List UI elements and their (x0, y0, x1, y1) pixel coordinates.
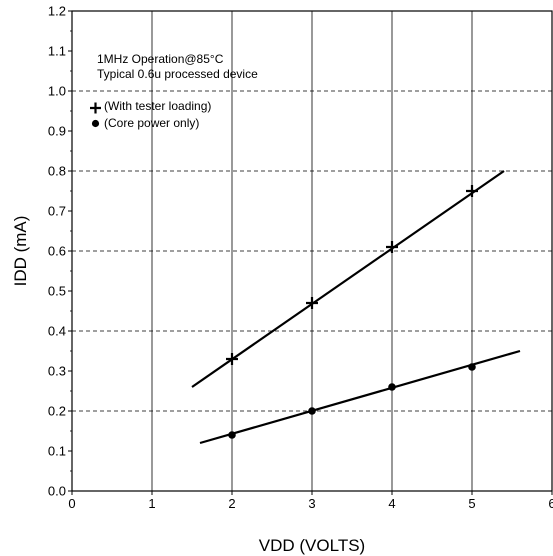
y-tick-label: 0.8 (48, 164, 66, 179)
dot-marker-point (228, 431, 236, 439)
x-tick-label: 4 (388, 496, 395, 511)
fit-line-series-1 (199, 349, 521, 445)
y-tick-label: 1.1 (48, 44, 66, 59)
y-axis-ticks: 0.0 0.1 0.2 0.3 0.4 0.5 0.6 0.7 0.8 0.9 1.0 1.1 1.2 (48, 4, 72, 499)
plus-marker-point (226, 353, 238, 365)
y-tick-label: 0.2 (48, 404, 66, 419)
dot-marker-point (468, 363, 476, 371)
data-markers (226, 185, 478, 439)
plus-marker-point (306, 297, 318, 309)
y-tick-label: 0.5 (48, 284, 66, 299)
legend-plus-marker (90, 102, 101, 114)
x-axis-ticks: 0 1 2 3 4 5 6 (68, 491, 553, 511)
y-tick-label: 1.0 (48, 84, 66, 99)
y-tick-label: 0.9 (48, 124, 66, 139)
y-tick-label: 0.4 (48, 324, 66, 339)
fit-line-series-0 (191, 170, 505, 388)
x-tick-label: 6 (548, 496, 553, 511)
y-tick-label: 0.0 (48, 484, 66, 499)
plus-marker-point (466, 185, 478, 197)
y-axis-label: IDD (mA) (11, 216, 30, 287)
x-tick-label: 0 (68, 496, 75, 511)
legend: (With tester loading) (Core power only) (90, 99, 211, 130)
y-tick-label: 1.2 (48, 4, 66, 19)
x-tick-label: 2 (228, 496, 235, 511)
dot-marker-point (388, 383, 396, 391)
fit-lines (191, 170, 521, 445)
x-tick-label: 1 (148, 496, 155, 511)
y-tick-label: 0.1 (48, 444, 66, 459)
x-tick-label: 3 (308, 496, 315, 511)
y-tick-label: 0.6 (48, 244, 66, 259)
x-axis-label: VDD (VOLTS) (259, 536, 365, 555)
annotation-device: Typical 0.6u processed device (97, 67, 258, 81)
y-tick-label: 0.3 (48, 364, 66, 379)
legend-label-with-tester-loading: (With tester loading) (104, 99, 211, 113)
legend-label-core-power-only: (Core power only) (104, 116, 199, 130)
annotation-operation: 1MHz Operation@85°C (97, 52, 224, 66)
x-tick-label: 5 (468, 496, 475, 511)
plus-marker-point (386, 241, 398, 253)
y-tick-label: 0.7 (48, 204, 66, 219)
dot-marker-point (308, 407, 316, 415)
legend-dot-marker (91, 119, 100, 128)
